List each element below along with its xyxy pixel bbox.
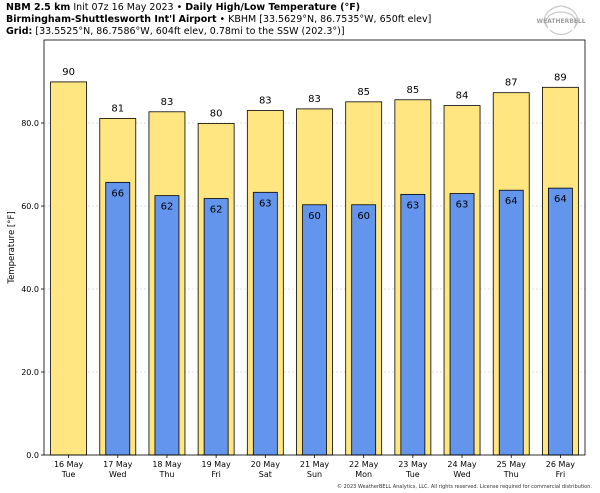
station-name: Birmingham-Shuttlesworth Int'l Airport — [6, 14, 217, 25]
low-temp-label: 63 — [406, 200, 419, 211]
low-temp-label: 66 — [111, 188, 124, 199]
low-temp-bar — [203, 198, 229, 456]
high-temp-label: 80 — [210, 108, 223, 119]
low-temp-label: 60 — [357, 211, 370, 222]
high-temp-label: 85 — [406, 85, 419, 96]
x-tick-day-label: Sun — [307, 470, 322, 479]
low-temp-bar — [449, 193, 475, 456]
high-temp-label: 87 — [505, 78, 518, 89]
bullet: • — [176, 2, 183, 13]
copyright-notice: © 2023 WeatherBELL Analytics, LLC. All r… — [337, 484, 592, 490]
plot-frame — [43, 39, 586, 456]
x-tick-day-label: Tue — [61, 470, 76, 479]
chart-header: NBM 2.5 km Init 07z 16 May 2023 • Daily … — [6, 2, 431, 38]
header-line-1: NBM 2.5 km Init 07z 16 May 2023 • Daily … — [6, 2, 431, 14]
station-info: • KBHM [33.5629°N, 86.7535°W, 650ft elev… — [219, 14, 432, 25]
grid-info: [33.5525°N, 86.7586°W, 604ft elev, 0.78m… — [35, 26, 345, 37]
x-tick-date-label: 26 May — [546, 460, 576, 469]
x-tick-date-label: 18 May — [152, 460, 182, 469]
low-temp-label: 63 — [456, 200, 469, 211]
y-tick-label: 20.0 — [21, 368, 39, 377]
model-name: NBM 2.5 km — [6, 2, 71, 13]
high-temp-bar — [50, 81, 87, 456]
x-tick-date-label: 17 May — [103, 460, 133, 469]
x-tick-date-label: 21 May — [300, 460, 330, 469]
low-temp-bar — [302, 204, 327, 456]
y-tick-label: 0.0 — [26, 451, 39, 460]
low-temp-bar — [498, 189, 524, 456]
x-tick-day-label: Sat — [259, 470, 272, 479]
x-tick-date-label: 23 May — [398, 460, 428, 469]
low-temp-bar — [154, 195, 180, 456]
high-temp-label: 85 — [357, 87, 370, 98]
high-temp-label: 83 — [308, 94, 321, 105]
grid-label: Grid: — [6, 26, 33, 37]
low-temp-bar — [400, 193, 426, 456]
high-temp-label: 90 — [62, 67, 75, 78]
x-tick-date-label: 19 May — [202, 460, 232, 469]
x-tick-day-label: Wed — [109, 470, 126, 479]
low-temp-bar — [252, 191, 278, 456]
low-temp-label: 64 — [505, 196, 518, 207]
y-tick-label: 40.0 — [21, 285, 39, 294]
high-temp-label: 84 — [456, 91, 469, 102]
x-tick-date-label: 25 May — [497, 460, 527, 469]
header-line-2: Birmingham-Shuttlesworth Int'l Airport •… — [6, 14, 431, 26]
low-temp-label: 62 — [210, 205, 223, 216]
x-tick-date-label: 20 May — [251, 460, 281, 469]
weatherbell-logo: WEATHERBELL — [536, 5, 586, 36]
high-temp-label: 83 — [161, 97, 174, 108]
x-tick-day-label: Fri — [556, 470, 566, 479]
x-tick-day-label: Thu — [158, 470, 174, 479]
low-temp-bar — [351, 204, 377, 456]
x-tick-date-label: 22 May — [349, 460, 379, 469]
x-tick-day-label: Fri — [211, 470, 221, 479]
product-name: Daily High/Low Temperature (°F) — [185, 2, 361, 13]
x-tick-day-label: Mon — [355, 470, 372, 479]
x-tick-date-label: 16 May — [54, 460, 84, 469]
low-temp-bar — [548, 187, 573, 456]
low-temp-label: 63 — [259, 198, 272, 209]
x-tick-day-label: Wed — [453, 470, 470, 479]
low-temp-label: 62 — [161, 202, 174, 213]
high-temp-label: 81 — [111, 103, 124, 114]
high-temp-label: 83 — [259, 96, 272, 107]
header-line-3: Grid: [33.5525°N, 86.7586°W, 604ft elev,… — [6, 26, 431, 38]
x-tick-day-label: Tue — [405, 470, 420, 479]
init-time: Init 07z 16 May 2023 — [73, 2, 174, 13]
low-temp-label: 64 — [554, 194, 567, 205]
logo-text: WEATHERBELL — [536, 18, 585, 25]
high-temp-label: 89 — [554, 72, 567, 83]
x-tick-day-label: Thu — [503, 470, 519, 479]
y-tick-label: 60.0 — [21, 202, 39, 211]
low-temp-label: 60 — [308, 211, 321, 222]
x-tick-date-label: 24 May — [447, 460, 477, 469]
y-axis-label: Temperature [°F] — [7, 211, 17, 284]
low-temp-bar — [105, 181, 131, 456]
y-tick-label: 80.0 — [21, 119, 39, 128]
